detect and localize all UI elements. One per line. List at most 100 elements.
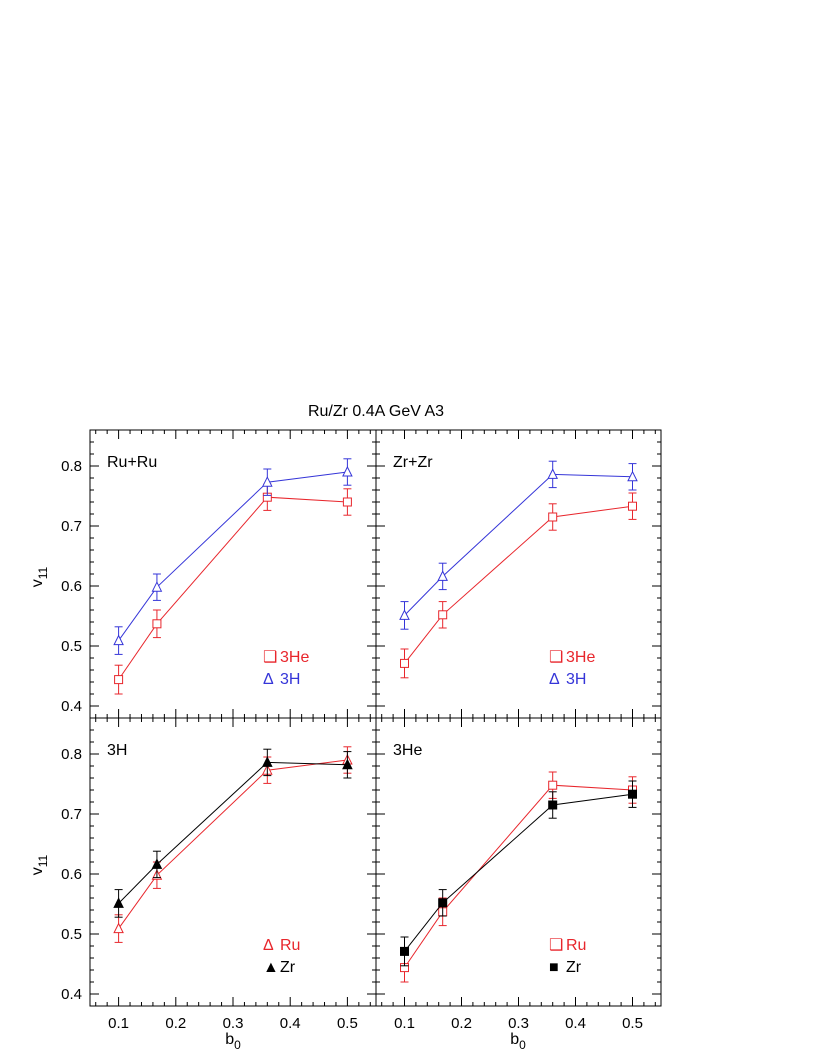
data-point (438, 898, 448, 908)
data-point (113, 922, 124, 934)
data-point (628, 789, 637, 799)
y-tick-label: 0.7 (61, 518, 82, 535)
legend-label: 3H (566, 671, 586, 688)
panel-label: 3H (107, 742, 127, 759)
data-point (342, 465, 353, 477)
data-point (342, 758, 353, 770)
series-line (118, 759, 348, 929)
series-ru (400, 771, 637, 983)
legend-label: Ru (280, 937, 300, 954)
legend-symbol: ■ (549, 959, 559, 976)
panel-label: 3He (393, 742, 422, 759)
legend-label: 3He (280, 649, 309, 666)
data-point (262, 756, 273, 767)
y-tick-label: 0.6 (61, 866, 82, 883)
series-3h (113, 458, 353, 655)
axis-title-main: v (29, 867, 46, 875)
axis-title-sub: 11 (36, 854, 50, 867)
series-zr (400, 780, 637, 967)
y-axis-title-bottom: v11 (29, 854, 50, 875)
legend-label: Ru (566, 937, 586, 954)
data-point (438, 610, 448, 620)
data-point (399, 609, 410, 620)
series-line (404, 793, 633, 952)
figure-title: Ru/Zr 0.4A GeV A3 (308, 403, 444, 420)
y-tick-label: 0.4 (61, 986, 82, 1003)
data-point (152, 619, 162, 629)
y-tick-label: 0.8 (61, 746, 82, 763)
x-tick-label: 0.3 (223, 1015, 244, 1032)
data-point (262, 476, 273, 487)
data-point (114, 675, 124, 685)
panel-3: 0.4 0.5 0.6 0.7 0.8 0.1 0.2 0.3 0.4 0.5 3H Δ Ru▲ Zr (61, 717, 377, 1032)
y-tick-label: 0.6 (61, 578, 82, 595)
legend: ❑ 3He Δ 3H (549, 649, 595, 688)
data-point (113, 634, 124, 646)
legend-symbol: ❑ (263, 649, 277, 666)
data-point (151, 581, 163, 592)
legend-symbol: ❑ (549, 937, 563, 954)
legend-symbol: ▲ (263, 959, 279, 976)
data-point (627, 470, 638, 482)
series-line (404, 473, 633, 616)
x-tick-label: 0.1 (108, 1015, 129, 1032)
data-point (548, 780, 558, 790)
axis-title-sub: 0 (234, 1038, 241, 1052)
axis-title-sub: 0 (519, 1038, 526, 1052)
axis-title-main: b (510, 1031, 519, 1048)
legend-label: Zr (280, 959, 296, 976)
y-tick-label: 0.5 (61, 926, 82, 943)
data-point (151, 858, 163, 869)
data-point (548, 800, 558, 810)
panel-frame (89, 717, 377, 1007)
legend-symbol: Δ (263, 937, 274, 954)
y-axis-title-top: v11 (29, 566, 50, 587)
legend-symbol: Δ (549, 671, 560, 688)
data-point (400, 946, 409, 956)
series-3he (400, 492, 637, 679)
series-line (118, 496, 348, 680)
x-tick-label: 0.2 (165, 1015, 186, 1032)
data-point (628, 501, 637, 511)
series-line (404, 505, 633, 664)
panel-4: 0.1 0.2 0.3 0.4 0.5 3He ❑ Ru ■ Zr (375, 717, 662, 1032)
legend: Δ Ru▲ Zr (263, 937, 300, 976)
x-tick-label: 0.2 (451, 1015, 472, 1032)
panel-label: Zr+Zr (393, 454, 433, 471)
x-axis-title-left: b0 (225, 1031, 241, 1052)
axis-title-main: b (225, 1031, 234, 1048)
x-tick-label: 0.4 (280, 1015, 301, 1032)
panel-frame (89, 429, 377, 719)
y-tick-label: 0.8 (61, 458, 82, 475)
panel-frame (375, 717, 662, 1007)
series-3he (114, 483, 352, 695)
legend: ❑ 3He Δ 3H (263, 649, 309, 688)
legend-label: 3He (566, 649, 595, 666)
panel-2: Zr+Zr ❑ 3He Δ 3H (375, 429, 662, 719)
x-tick-label: 0.5 (622, 1015, 643, 1032)
legend-label: 3H (280, 671, 300, 688)
axis-title-main: v (29, 579, 46, 587)
y-tick-label: 0.7 (61, 806, 82, 823)
panel-frame (375, 429, 662, 719)
series-line (118, 761, 348, 904)
legend-label: Zr (566, 959, 582, 976)
legend-symbol: ❑ (549, 649, 563, 666)
x-tick-label: 0.4 (565, 1015, 586, 1032)
series-ru (113, 746, 353, 943)
axis-title-sub: 11 (36, 566, 50, 579)
data-point (113, 897, 124, 908)
y-tick-label: 0.4 (61, 698, 82, 715)
data-point (548, 512, 558, 522)
panel-label: Ru+Ru (107, 454, 157, 471)
x-axis-title-right: b0 (510, 1031, 526, 1052)
series-line (404, 784, 633, 968)
x-tick-label: 0.5 (337, 1015, 358, 1032)
data-point (437, 570, 448, 581)
data-point (547, 468, 559, 479)
series-line (118, 471, 348, 641)
legend-symbol: Δ (263, 671, 274, 688)
